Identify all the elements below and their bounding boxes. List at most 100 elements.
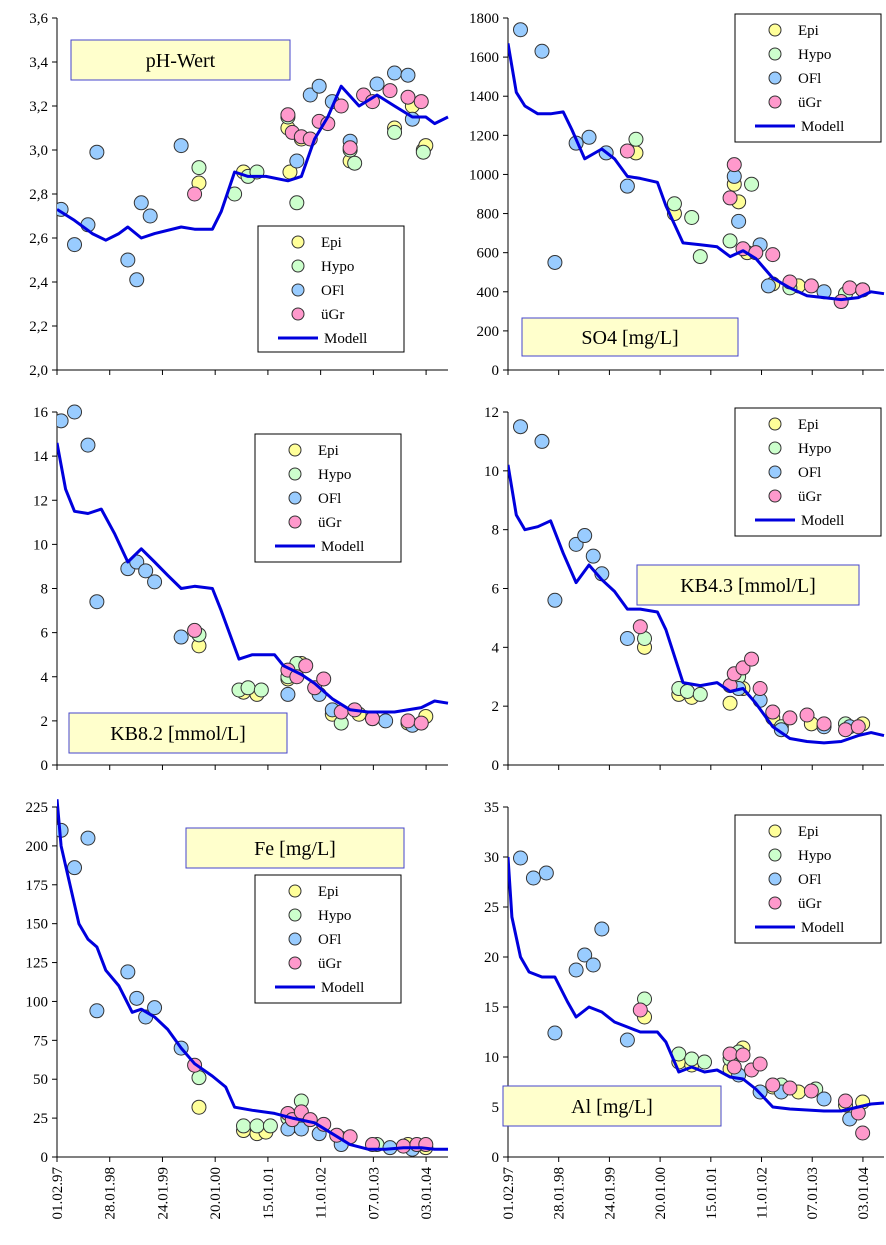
legend-label: OFl [798, 71, 821, 87]
legend-box [734, 814, 882, 944]
data-point-üGr [382, 83, 398, 99]
legend-label: üGr [798, 489, 821, 505]
data-point-üGr [342, 140, 358, 156]
data-point-üGr [333, 98, 349, 114]
legend-box [734, 13, 882, 143]
legend-marker-icon [768, 441, 782, 455]
y-tick-label: 35 [484, 800, 499, 816]
legend-label: Modell [324, 331, 367, 347]
y-tick-label: 2,6 [29, 231, 48, 247]
data-point-OFl [80, 830, 96, 846]
chart-title: KB8.2 [mmol/L] [110, 723, 246, 745]
y-tick-label: 10 [484, 464, 499, 480]
x-tick-label: 07.01.03 [805, 1167, 821, 1220]
data-point-üGr [316, 671, 332, 687]
data-point-OFl [547, 592, 563, 608]
y-tick-label: 125 [26, 956, 49, 972]
legend-label: OFl [798, 872, 821, 888]
legend: Epi Hypo OFl üGr Modell [734, 13, 882, 143]
y-tick-label: 14 [33, 449, 49, 465]
y-tick-label: 1000 [469, 167, 499, 183]
y-tick-label: 400 [477, 285, 500, 301]
legend-label: OFl [318, 491, 341, 507]
data-point-OFl [585, 548, 601, 564]
data-point-üGr [395, 1138, 411, 1154]
data-point-OFl [311, 78, 327, 94]
y-tick-label: 1400 [469, 89, 499, 105]
legend-marker-icon [768, 23, 782, 37]
legend-marker-icon [288, 956, 302, 970]
data-point-Hypo [236, 1118, 252, 1134]
y-tick-label: 10 [484, 1050, 499, 1066]
data-point-OFl [594, 921, 610, 937]
x-tick-label: 01.02.97 [50, 1167, 66, 1220]
legend-label: üGr [798, 95, 821, 111]
plot-area [57, 404, 449, 733]
data-point-OFl [293, 1121, 309, 1137]
data-point-Hypo [191, 1070, 207, 1086]
model-line [508, 464, 885, 745]
data-point-üGr [722, 190, 738, 206]
data-point-üGr [765, 1077, 781, 1093]
y-tick-label: 25 [33, 1111, 48, 1127]
data-point-üGr [803, 1083, 819, 1099]
y-tick-label: 5 [492, 1100, 500, 1116]
data-point-üGr [413, 715, 429, 731]
model-line [57, 84, 449, 242]
data-point-üGr [187, 186, 203, 202]
data-point-OFl [120, 964, 136, 980]
data-point-OFl [816, 1091, 832, 1107]
data-point-üGr [782, 710, 798, 726]
y-tick-label: 75 [33, 1033, 48, 1049]
model-line [57, 442, 449, 714]
data-point-OFl [400, 67, 416, 83]
y-tick-label: 225 [26, 800, 49, 816]
data-point-OFl [142, 208, 158, 224]
data-point-OFl [67, 404, 83, 420]
data-point-üGr [726, 157, 742, 173]
y-tick-label: 10 [33, 537, 48, 553]
data-point-OFl [57, 413, 69, 429]
legend-marker-icon [288, 908, 302, 922]
y-tick-label: 6 [41, 626, 49, 642]
data-point-Hypo [240, 680, 256, 696]
data-point-OFl [387, 65, 403, 81]
legend-marker-icon [288, 443, 302, 457]
data-point-Hypo [692, 686, 708, 702]
plot-area [57, 65, 449, 288]
x-tick-label: 01.02.97 [501, 1167, 517, 1220]
data-point-Hypo [679, 683, 695, 699]
chart-title: Al [mg/L] [571, 1096, 653, 1118]
data-point-üGr [632, 619, 648, 635]
y-tick-label: 25 [484, 900, 499, 916]
data-point-OFl [619, 1032, 635, 1048]
x-tick-label: 20.01.00 [208, 1167, 224, 1220]
data-point-üGr [280, 107, 296, 123]
legend-box [257, 225, 405, 353]
x-tick-label: 24.01.99 [602, 1167, 618, 1220]
legend-marker-icon [288, 491, 302, 505]
legend-marker-icon [768, 872, 782, 886]
legend-label: Hypo [321, 259, 354, 275]
data-point-üGr [413, 94, 429, 110]
data-point-Hypo [692, 249, 708, 265]
data-point-Hypo [289, 195, 305, 211]
data-point-OFl [534, 433, 550, 449]
data-point-üGr [632, 1002, 648, 1018]
data-point-üGr [400, 89, 416, 105]
data-point-OFl [120, 252, 136, 268]
data-point-OFl [568, 962, 584, 978]
data-point-üGr [838, 722, 854, 738]
x-tick-label: 20.01.00 [653, 1167, 669, 1220]
y-tick-label: 8 [492, 523, 500, 539]
y-tick-label: 200 [477, 324, 500, 340]
y-tick-label: 200 [26, 839, 49, 855]
data-point-üGr [744, 651, 760, 667]
legend: Epi Hypo OFl üGr Modell [734, 407, 882, 537]
data-point-OFl [577, 947, 593, 963]
y-tick-label: 0 [41, 758, 49, 774]
data-point-OFl [773, 722, 789, 738]
legend-marker-icon [768, 824, 782, 838]
legend-marker-icon [291, 307, 305, 321]
legend-marker-icon [768, 95, 782, 109]
